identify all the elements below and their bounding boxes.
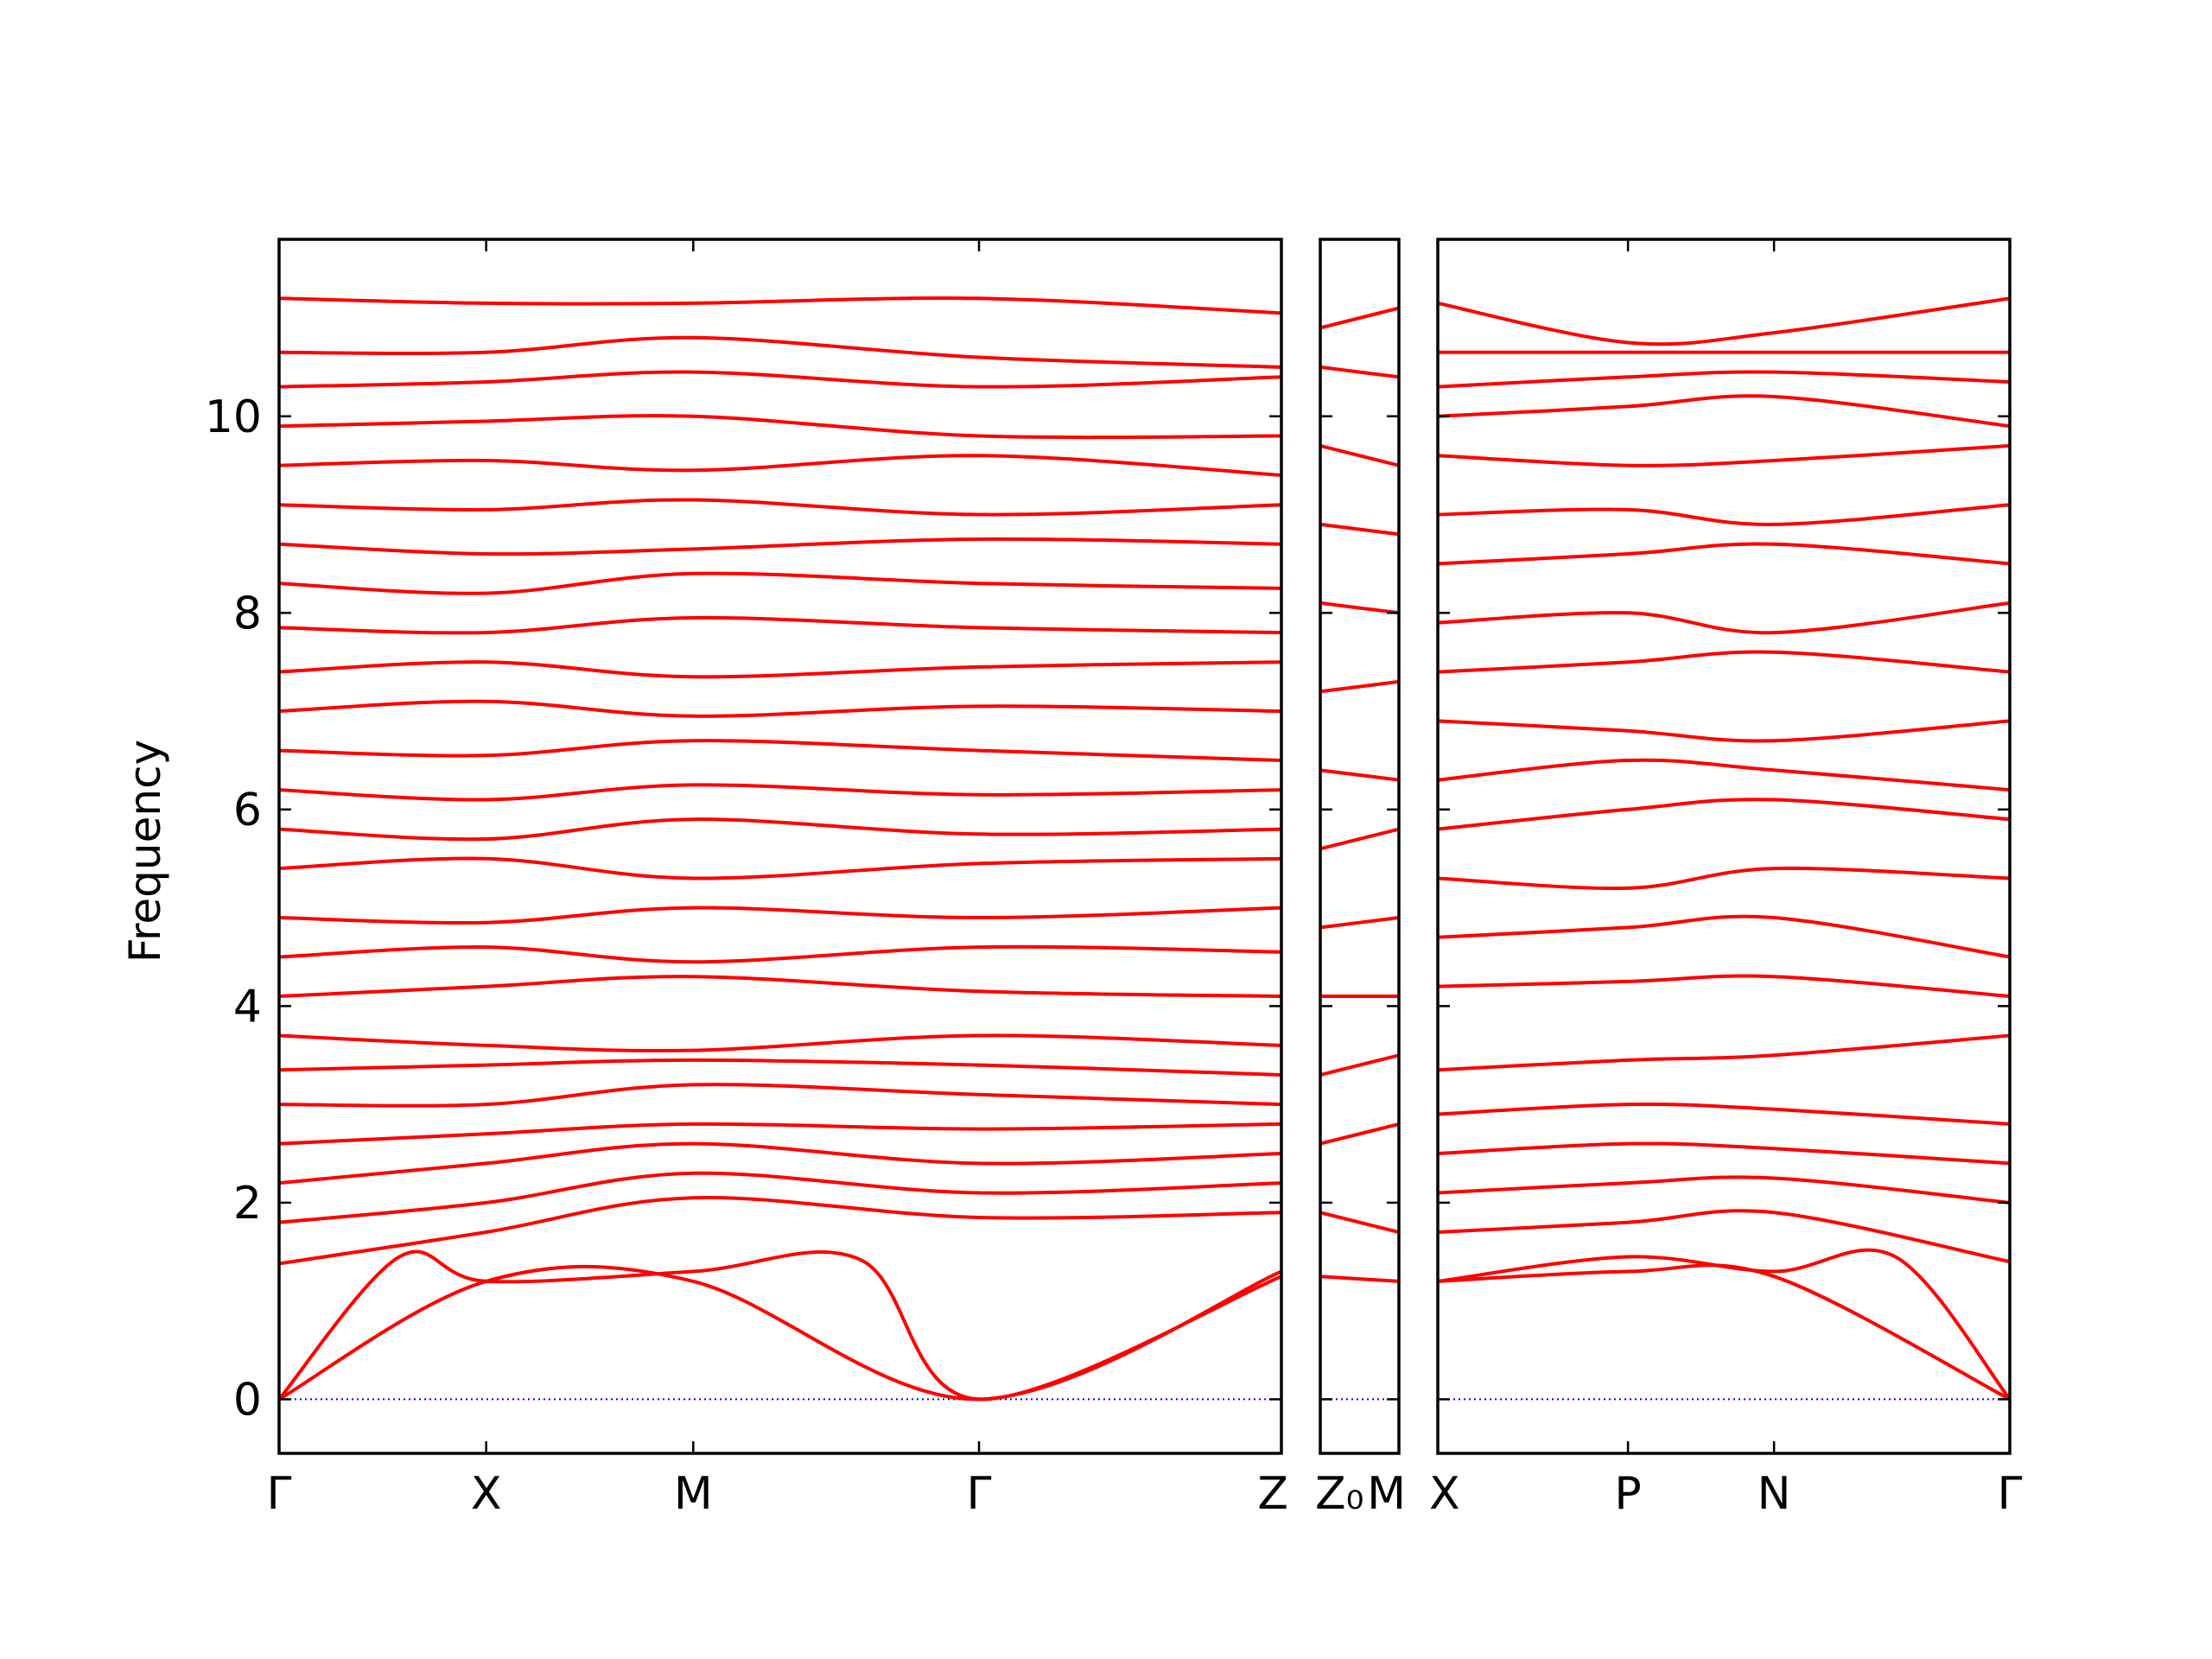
y-tick-label: 2 (233, 1178, 262, 1230)
phonon-band-line (1438, 1209, 2010, 1264)
phonon-band-line (279, 906, 1281, 925)
phonon-band-line (1438, 503, 2010, 526)
phonon-band-line (279, 1122, 1281, 1146)
phonon-band-line (279, 335, 1281, 369)
phonon-band-line (1438, 443, 2010, 467)
kpoint-label: M (1367, 1468, 1406, 1520)
kpoint-label: M (674, 1468, 713, 1520)
phonon-band-line (1438, 1102, 2010, 1126)
kpoint-label: X (471, 1468, 502, 1520)
phonon-band-line (279, 944, 1281, 964)
phonon-band-line (279, 571, 1281, 595)
band-lines (1438, 296, 2010, 1402)
phonon-band-line (279, 454, 1281, 477)
phonon-band-line (279, 1033, 1281, 1053)
phonon-band-line (1438, 1248, 2010, 1402)
phonon-band-line (279, 975, 1281, 998)
phonon-band-line (1438, 758, 2010, 792)
kpoint-label: Z₀ (1315, 1468, 1363, 1520)
phonon-band-line (1320, 768, 1399, 782)
phonon-band-line (1438, 719, 2010, 743)
phonon-band-line (1320, 916, 1399, 930)
phonon-band-line (1320, 1053, 1399, 1077)
kpoint-label: P (1614, 1468, 1641, 1520)
phonon-band-line (279, 783, 1281, 802)
phonon-band-line (1438, 974, 2010, 998)
phonon-band-line (279, 856, 1281, 880)
phonon-band-line (279, 1171, 1281, 1224)
y-tick-label: 4 (233, 981, 262, 1033)
phonon-band-line (279, 1264, 1281, 1402)
phonon-band-line (1320, 827, 1399, 851)
phonon-band-line (279, 1083, 1281, 1108)
band-lines (279, 296, 1281, 1402)
band-lines (1320, 306, 1399, 1283)
phonon-band-line (1320, 1211, 1399, 1234)
phonon-band-line (279, 370, 1281, 389)
phonon-band-line (279, 1195, 1281, 1266)
y-tick-label: 8 (233, 588, 262, 639)
phonon-band-line (279, 1249, 1281, 1402)
panel-frame (1319, 238, 1401, 1455)
y-tick-label: 10 (205, 391, 262, 443)
y-tick-label: 0 (233, 1374, 262, 1426)
phonon-band-line (1320, 601, 1399, 615)
phonon-band-line (1320, 443, 1399, 467)
phonon-band-line (279, 660, 1281, 679)
phonon-band-line (1438, 1033, 2010, 1072)
phonon-band-line (1438, 1263, 2010, 1402)
phonon-band-line (279, 296, 1281, 315)
kpoint-label: Γ (1998, 1468, 2023, 1520)
phonon-band-line (1438, 1175, 2010, 1205)
kpoint-label: N (1758, 1468, 1791, 1520)
phonon-band-line (1438, 650, 2010, 674)
phonon-band-line (279, 739, 1281, 762)
phonon-band-line (279, 414, 1281, 440)
phonon-band-line (1320, 1122, 1399, 1146)
phonon-band-line (1438, 601, 2010, 635)
panel-frame (1436, 238, 2012, 1455)
y-axis-label: Frequency (120, 740, 170, 963)
panel-2: Z₀ M (1315, 238, 1406, 1520)
phonon-band-line (1438, 394, 2010, 429)
phonon-band-line (279, 537, 1281, 556)
phonon-band-line (1320, 679, 1399, 694)
phonon-band-line (279, 1141, 1281, 1185)
phonon-band-line (279, 498, 1281, 517)
phonon-band-line (1438, 542, 2010, 566)
phonon-band-line (279, 817, 1281, 842)
phonon-band-line (1320, 522, 1399, 537)
phonon-band-line (1438, 1141, 2010, 1166)
phonon-band-line (1320, 365, 1399, 379)
phonon-band-line (279, 1058, 1281, 1077)
phonon-band-line (1438, 914, 2010, 959)
phonon-band-line (1438, 296, 2010, 346)
kpoint-label: X (1429, 1468, 1460, 1520)
phonon-band-line (1438, 866, 2010, 891)
phonon-band-line (1320, 1274, 1399, 1283)
phonon-band-line (279, 699, 1281, 718)
phonon-band-line (279, 615, 1281, 635)
kpoint-label: Γ (267, 1468, 292, 1520)
y-tick-label: 6 (233, 785, 262, 836)
kpoint-label: Z (1257, 1468, 1288, 1520)
panel-frame (277, 238, 1283, 1455)
phonon-band-line (1438, 370, 2010, 389)
phonon-band-line (1320, 306, 1399, 330)
kpoint-label: Γ (967, 1468, 992, 1520)
phonon-band-line (1438, 798, 2010, 831)
